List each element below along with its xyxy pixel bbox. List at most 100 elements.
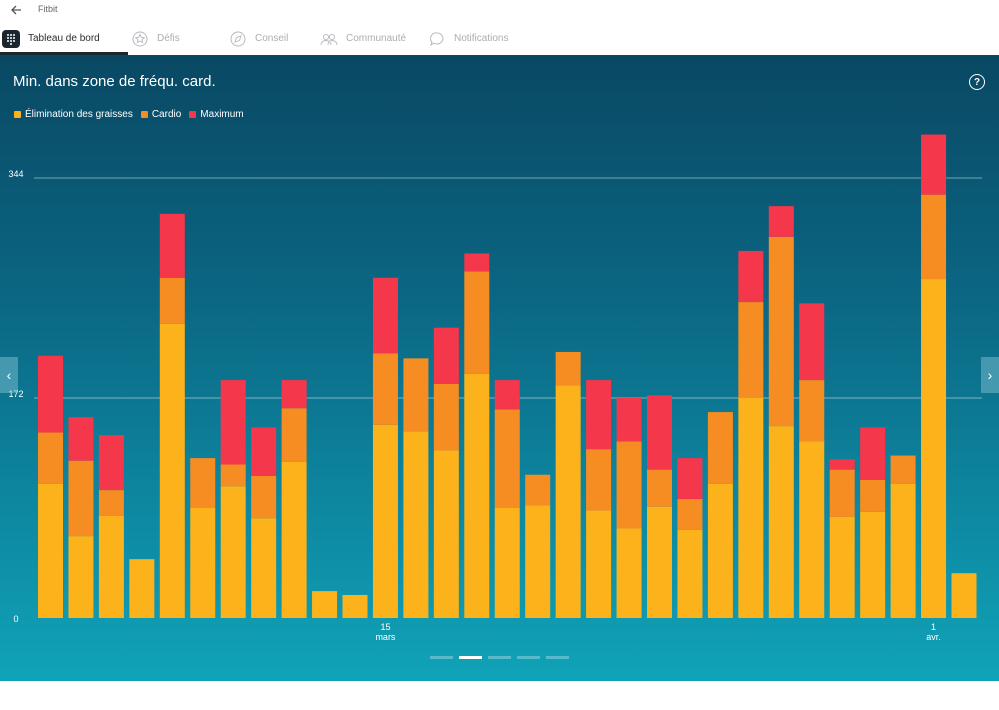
bar-fat-burn-30 — [951, 573, 977, 618]
page-dot[interactable] — [430, 656, 453, 659]
y-tick-label: 344 — [8, 169, 23, 179]
tab-community[interactable]: Communauté — [320, 22, 406, 55]
bar-fat-burn-4 — [159, 323, 185, 618]
bar-peak-15 — [494, 380, 520, 410]
bar-cardio-4 — [159, 277, 185, 324]
bar-fat-burn-3 — [129, 559, 155, 618]
x-tick-day: 1 — [931, 622, 936, 632]
tab-notifications[interactable]: Notifications — [428, 22, 508, 55]
bar-peak-25 — [799, 303, 825, 381]
bar-fat-burn-23 — [738, 398, 764, 618]
tab-challenges[interactable]: Défis — [131, 22, 180, 55]
help-icon[interactable]: ? — [969, 74, 985, 90]
bar-cardio-13 — [433, 383, 459, 451]
x-tick-month: avr. — [926, 632, 941, 642]
bar-cardio-12 — [403, 358, 429, 432]
legend-item-cardio: Cardio — [140, 109, 182, 120]
x-tick-month: mars — [375, 632, 395, 642]
bar-cardio-0 — [38, 432, 63, 484]
bar-fat-burn-11 — [372, 424, 398, 618]
bar-cardio-14 — [464, 271, 490, 374]
bar-cardio-18 — [586, 449, 612, 511]
chevron-left-icon: ‹ — [6, 367, 12, 383]
bar-cardio-11 — [372, 353, 398, 425]
bar-fat-burn-20 — [647, 506, 672, 618]
page-dot[interactable] — [488, 656, 511, 659]
tab-dashboard-label: Tableau de bord — [28, 33, 100, 44]
bar-cardio-27 — [860, 479, 886, 512]
bar-peak-1 — [68, 417, 94, 461]
bar-fat-burn-25 — [799, 441, 825, 618]
bar-fat-burn-29 — [921, 279, 947, 618]
bar-peak-14 — [464, 253, 490, 272]
bar-fat-burn-14 — [464, 373, 490, 618]
x-tick-day: 15 — [380, 622, 390, 632]
tab-dashboard[interactable]: Tableau de bord — [2, 22, 100, 55]
bar-fat-burn-6 — [220, 486, 246, 618]
bar-fat-burn-2 — [98, 515, 124, 618]
bar-fat-burn-12 — [403, 431, 429, 618]
bar-cardio-29 — [921, 194, 947, 280]
bar-fat-burn-5 — [190, 508, 216, 618]
bar-cardio-23 — [738, 302, 764, 398]
next-period-button[interactable]: › — [981, 357, 999, 393]
bar-fat-burn-18 — [586, 510, 612, 618]
legend-item-fat-burn: Élimination des graisses — [14, 109, 133, 120]
chart-legend: Élimination des graisses Cardio Maximum — [14, 109, 252, 120]
tab-notifications-label: Notifications — [454, 33, 509, 44]
page-dot[interactable] — [459, 656, 482, 659]
title-bar: Fitbit — [0, 0, 999, 22]
legend-item-peak: Maximum — [189, 109, 244, 120]
bar-cardio-8 — [281, 408, 307, 462]
bar-peak-4 — [159, 213, 185, 278]
bar-fat-burn-7 — [251, 518, 277, 618]
bar-peak-8 — [281, 380, 307, 409]
tab-guidance[interactable]: Conseil — [229, 22, 288, 55]
bar-cardio-5 — [190, 458, 216, 508]
bar-peak-23 — [738, 250, 764, 303]
bar-peak-19 — [616, 398, 642, 442]
bar-peak-2 — [98, 435, 124, 491]
bar-fat-burn-1 — [68, 536, 94, 618]
chart-panel: Min. dans zone de fréqu. card. ? Élimina… — [0, 55, 999, 681]
bar-peak-11 — [372, 277, 398, 354]
page-dot[interactable] — [517, 656, 540, 659]
dashboard-grid-icon — [2, 29, 20, 48]
bar-fat-burn-0 — [38, 483, 63, 618]
bar-peak-6 — [220, 380, 246, 465]
nav-bar: Tableau de bord Défis Conseil Communauté… — [0, 22, 999, 55]
bar-peak-18 — [586, 380, 612, 450]
bar-cardio-20 — [647, 469, 672, 507]
active-tab-indicator — [0, 52, 128, 55]
legend-swatch-cardio — [140, 111, 148, 118]
bar-peak-24 — [768, 206, 794, 237]
bar-cardio-25 — [799, 380, 825, 442]
bar-fat-burn-10 — [342, 594, 368, 618]
legend-swatch-fat-burn — [14, 111, 21, 118]
chevron-right-icon: › — [987, 367, 993, 383]
bar-fat-burn-13 — [433, 450, 459, 618]
bar-cardio-21 — [677, 499, 703, 530]
bar-peak-29 — [921, 134, 947, 195]
bar-cardio-24 — [768, 236, 794, 427]
previous-period-button[interactable]: ‹ — [0, 357, 18, 393]
bar-fat-burn-27 — [860, 511, 886, 618]
bar-cardio-19 — [616, 441, 642, 529]
community-people-icon — [320, 30, 338, 48]
bar-cardio-16 — [525, 474, 551, 506]
page-dot[interactable] — [546, 656, 569, 659]
bar-cardio-22 — [707, 412, 733, 484]
back-arrow-icon[interactable] — [9, 3, 23, 17]
tab-guidance-label: Conseil — [255, 33, 289, 44]
legend-label-peak: Maximum — [200, 109, 244, 120]
guidance-compass-icon — [229, 30, 247, 48]
page-indicator — [430, 656, 575, 659]
bar-cardio-2 — [98, 490, 124, 516]
bar-peak-26 — [829, 459, 855, 470]
challenge-star-icon — [131, 30, 149, 48]
legend-label-fat-burn: Élimination des graisses — [25, 109, 133, 120]
legend-label-cardio: Cardio — [151, 109, 182, 120]
y-tick-label: 0 — [13, 614, 18, 624]
bar-cardio-26 — [829, 469, 855, 517]
